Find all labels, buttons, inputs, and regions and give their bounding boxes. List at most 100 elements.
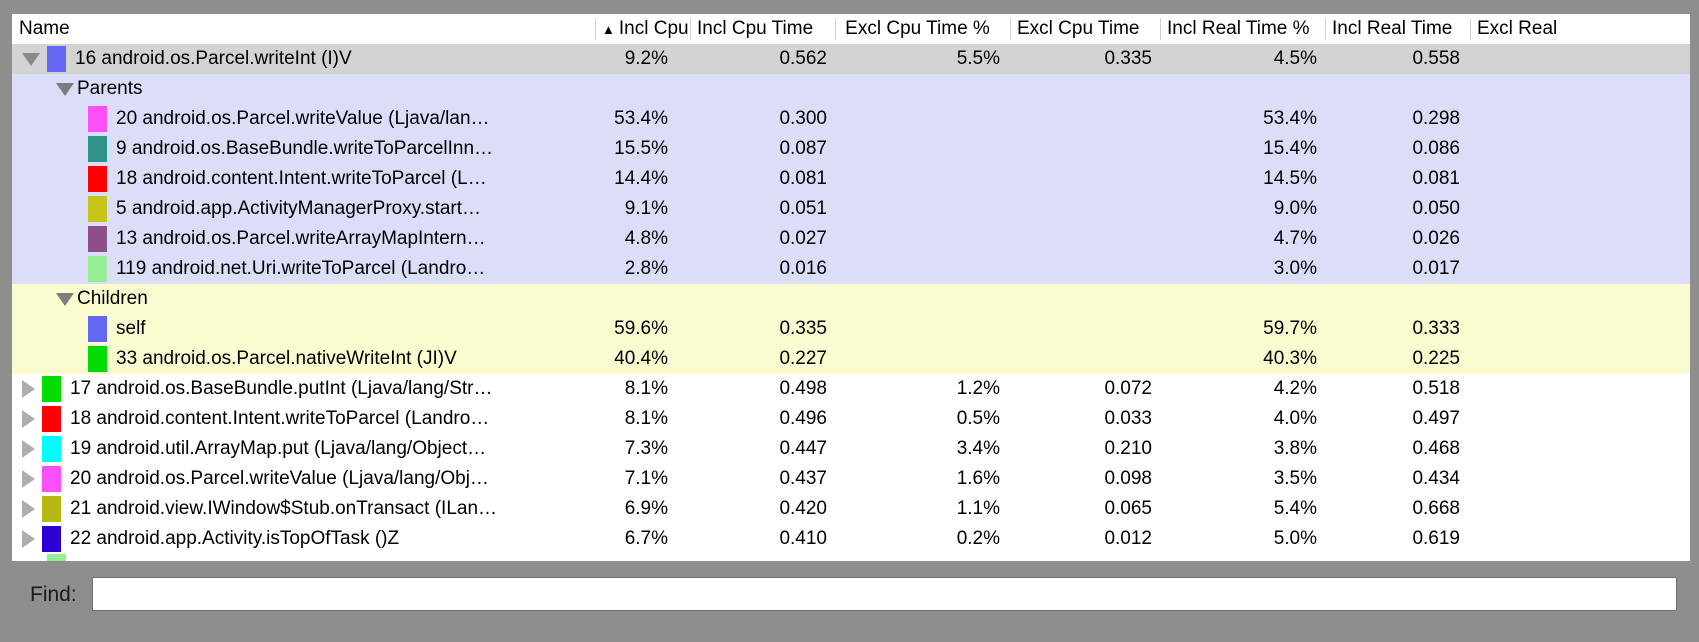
name-cell: 17 android.os.BaseBundle.putInt (Ljava/l… bbox=[12, 374, 595, 404]
expand-triangle-icon[interactable] bbox=[22, 470, 35, 488]
method-color-swatch bbox=[88, 136, 107, 162]
value-incl-cpu-time: 0.300 bbox=[779, 108, 827, 129]
name-cell: 22 android.app.Activity.isTopOfTask ()Z bbox=[12, 524, 595, 554]
table-row[interactable]: 13 android.os.Parcel.writeArrayMapIntern… bbox=[12, 224, 1690, 254]
value-excl-cpu-time: 0.033 bbox=[1104, 408, 1152, 429]
value-incl-real-pct: 3.5% bbox=[1273, 468, 1317, 489]
method-color-swatch bbox=[88, 166, 107, 192]
column-header-label: Excl Cpu Time bbox=[1017, 18, 1140, 39]
value-incl-cpu-pct: 9.1% bbox=[624, 198, 668, 219]
find-label: Find: bbox=[30, 583, 77, 606]
value-excl-cpu-pct: 1.2% bbox=[956, 378, 1000, 399]
value-excl-cpu-time: 0.335 bbox=[1104, 48, 1152, 69]
find-input[interactable] bbox=[92, 577, 1677, 611]
table-row[interactable]: self 59.6% 0.335 59.7% 0.333 bbox=[12, 314, 1690, 344]
value-incl-real-pct: 59.7% bbox=[1263, 318, 1317, 339]
value-incl-real-pct: 5.0% bbox=[1273, 528, 1317, 549]
value-incl-real-pct: 4.2% bbox=[1273, 378, 1317, 399]
name-cell bbox=[12, 554, 595, 561]
name-cell: 18 android.content.Intent.writeToParcel … bbox=[12, 164, 595, 194]
column-header-excl-real[interactable]: Excl Real bbox=[1470, 14, 1690, 44]
value-excl-cpu-time: 0.210 bbox=[1104, 438, 1152, 459]
table-row[interactable]: 18 android.content.Intent.writeToParcel … bbox=[12, 404, 1690, 434]
value-incl-real-time: 0.434 bbox=[1412, 468, 1460, 489]
expand-triangle-icon[interactable] bbox=[22, 440, 35, 458]
expand-triangle-icon[interactable] bbox=[22, 410, 35, 428]
column-header-incl-real-time[interactable]: Incl Real Time bbox=[1325, 14, 1470, 44]
method-color-swatch bbox=[42, 436, 61, 462]
column-header-label: Name bbox=[19, 18, 70, 39]
method-name: 5 android.app.ActivityManagerProxy.start… bbox=[116, 198, 482, 219]
value-incl-real-pct: 4.7% bbox=[1273, 228, 1317, 249]
method-name: 20 android.os.Parcel.writeValue (Ljava/l… bbox=[116, 108, 490, 129]
value-incl-cpu-time: 0.447 bbox=[779, 438, 827, 459]
value-incl-real-pct: 14.5% bbox=[1263, 168, 1317, 189]
table-row[interactable]: 19 android.util.ArrayMap.put (Ljava/lang… bbox=[12, 434, 1690, 464]
value-incl-cpu-time: 0.420 bbox=[779, 498, 827, 519]
column-header-incl-real-pct[interactable]: Incl Real Time % bbox=[1160, 14, 1325, 44]
value-incl-real-pct: 53.4% bbox=[1263, 108, 1317, 129]
value-incl-cpu-pct: 14.4% bbox=[614, 168, 668, 189]
value-incl-real-pct: 40.3% bbox=[1263, 348, 1317, 369]
collapse-triangle-icon[interactable] bbox=[56, 82, 74, 96]
expand-triangle-icon[interactable] bbox=[22, 380, 35, 398]
sort-ascending-icon: ▲ bbox=[602, 21, 615, 37]
value-incl-cpu-time: 0.562 bbox=[779, 48, 827, 69]
value-incl-cpu-time: 0.335 bbox=[779, 318, 827, 339]
value-incl-cpu-pct: 7.1% bbox=[624, 468, 668, 489]
column-header-label: Incl Real Time % bbox=[1167, 18, 1310, 39]
table-row[interactable]: 17 android.os.BaseBundle.putInt (Ljava/l… bbox=[12, 374, 1690, 404]
name-cell: 16 android.os.Parcel.writeInt (I)V bbox=[12, 44, 595, 74]
method-name: 21 android.view.IWindow$Stub.onTransact … bbox=[70, 498, 498, 519]
method-name: 33 android.os.Parcel.nativeWriteInt (JI)… bbox=[116, 348, 457, 369]
collapse-triangle-icon[interactable] bbox=[56, 292, 74, 306]
table-row[interactable]: 20 android.os.Parcel.writeValue (Ljava/l… bbox=[12, 464, 1690, 494]
table-row[interactable]: 33 android.os.Parcel.nativeWriteInt (JI)… bbox=[12, 344, 1690, 374]
value-incl-real-time: 0.225 bbox=[1412, 348, 1460, 369]
value-incl-real-pct: 9.0% bbox=[1273, 198, 1317, 219]
column-header-excl-cpu-time[interactable]: Excl Cpu Time bbox=[1010, 14, 1160, 44]
method-color-swatch bbox=[42, 496, 61, 522]
value-incl-real-time: 0.026 bbox=[1412, 228, 1460, 249]
value-incl-cpu-pct: 59.6% bbox=[614, 318, 668, 339]
column-header-excl-cpu-pct[interactable]: Excl Cpu Time % bbox=[835, 14, 1010, 44]
expand-triangle-icon[interactable] bbox=[22, 530, 35, 548]
value-incl-real-pct: 5.4% bbox=[1273, 498, 1317, 519]
method-color-swatch bbox=[47, 554, 66, 561]
table-row[interactable]: 9 android.os.BaseBundle.writeToParcelInn… bbox=[12, 134, 1690, 164]
name-cell: 119 android.net.Uri.writeToParcel (Landr… bbox=[12, 254, 595, 284]
name-cell: 20 android.os.Parcel.writeValue (Ljava/l… bbox=[12, 104, 595, 134]
table-row[interactable]: 119 android.net.Uri.writeToParcel (Landr… bbox=[12, 254, 1690, 284]
value-excl-cpu-pct: 0.2% bbox=[956, 528, 1000, 549]
value-incl-cpu-time: 0.498 bbox=[779, 378, 827, 399]
section-row-children[interactable]: Children bbox=[12, 284, 1690, 314]
method-color-swatch bbox=[42, 466, 61, 492]
column-header-label: Excl Cpu Time % bbox=[845, 18, 990, 39]
value-excl-cpu-pct: 0.5% bbox=[956, 408, 1000, 429]
table-row[interactable]: 22 android.app.Activity.isTopOfTask ()Z 6… bbox=[12, 524, 1690, 554]
value-incl-cpu-pct: 15.5% bbox=[614, 138, 668, 159]
method-name: 19 android.util.ArrayMap.put (Ljava/lang… bbox=[70, 438, 487, 459]
table-row[interactable]: 20 android.os.Parcel.writeValue (Ljava/l… bbox=[12, 104, 1690, 134]
table-header-row: Name ▲Incl Cpu Tir Incl Cpu Time Excl Cpu T… bbox=[12, 14, 1690, 44]
value-incl-cpu-pct: 4.8% bbox=[624, 228, 668, 249]
value-incl-real-time: 0.086 bbox=[1412, 138, 1460, 159]
value-excl-cpu-time: 0.098 bbox=[1104, 468, 1152, 489]
method-color-swatch bbox=[47, 46, 66, 72]
name-cell: 9 android.os.BaseBundle.writeToParcelInn… bbox=[12, 134, 595, 164]
value-incl-cpu-pct: 8.1% bbox=[624, 408, 668, 429]
table-row[interactable]: 21 android.view.IWindow$Stub.onTransact … bbox=[12, 494, 1690, 524]
column-header-name[interactable]: Name bbox=[12, 14, 595, 44]
table-row[interactable]: 18 android.content.Intent.writeToParcel … bbox=[12, 164, 1690, 194]
table-row[interactable]: 16 android.os.Parcel.writeInt (I)V 9.2% 0.… bbox=[12, 44, 1690, 74]
expand-triangle-icon[interactable] bbox=[22, 500, 35, 518]
section-row-parents[interactable]: Parents bbox=[12, 74, 1690, 104]
table-row[interactable]: 5 android.app.ActivityManagerProxy.start… bbox=[12, 194, 1690, 224]
column-header-incl-cpu-pct[interactable]: ▲Incl Cpu Tir bbox=[595, 14, 690, 44]
column-header-label: Incl Cpu Time bbox=[697, 18, 814, 39]
value-incl-cpu-pct: 7.3% bbox=[624, 438, 668, 459]
column-header-incl-cpu-time[interactable]: Incl Cpu Time bbox=[690, 14, 835, 44]
collapse-triangle-icon[interactable] bbox=[22, 52, 40, 66]
method-color-swatch bbox=[42, 406, 61, 432]
name-cell: 13 android.os.Parcel.writeArrayMapIntern… bbox=[12, 224, 595, 254]
